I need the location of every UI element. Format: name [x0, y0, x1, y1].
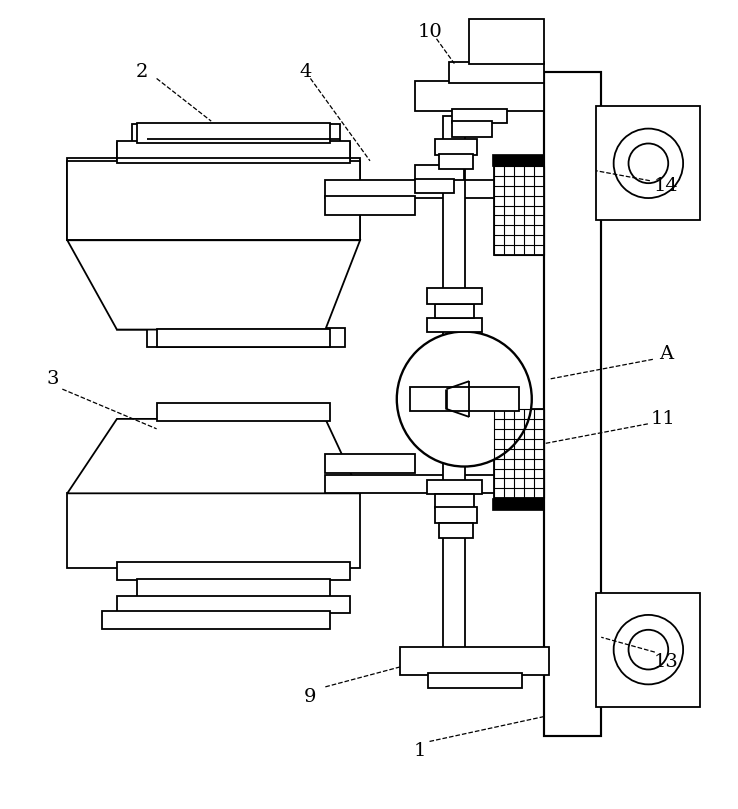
Bar — [452, 121, 492, 137]
Text: 4: 4 — [300, 62, 311, 81]
Bar — [596, 592, 700, 707]
Bar — [469, 19, 544, 64]
Bar — [415, 82, 544, 111]
Bar — [117, 595, 350, 613]
Bar — [427, 288, 482, 303]
Bar — [147, 328, 345, 347]
Bar — [132, 124, 340, 146]
Bar — [449, 61, 544, 83]
Bar — [435, 494, 475, 508]
Bar — [435, 139, 477, 155]
Bar — [427, 481, 482, 494]
Bar — [494, 409, 544, 498]
Bar — [67, 161, 360, 240]
Bar — [439, 523, 473, 538]
Text: 14: 14 — [653, 176, 678, 195]
Circle shape — [613, 615, 683, 684]
Bar — [435, 507, 477, 523]
Bar — [156, 403, 331, 421]
Bar — [102, 239, 325, 255]
Text: A: A — [659, 345, 673, 363]
Bar — [439, 154, 473, 169]
Bar — [444, 116, 465, 687]
Bar — [435, 303, 475, 318]
Bar — [117, 143, 350, 161]
Bar — [415, 165, 464, 180]
Circle shape — [613, 129, 683, 198]
Bar — [544, 71, 601, 736]
Bar — [102, 612, 331, 629]
Polygon shape — [67, 240, 360, 329]
Polygon shape — [102, 255, 325, 329]
Bar — [156, 328, 331, 347]
Bar — [427, 673, 522, 688]
Bar — [117, 141, 350, 163]
Bar — [427, 318, 482, 332]
Bar — [494, 166, 544, 255]
Bar — [67, 158, 360, 240]
Text: 9: 9 — [304, 688, 317, 705]
Circle shape — [397, 332, 532, 467]
Bar — [400, 647, 548, 675]
Bar — [325, 454, 415, 473]
Bar — [137, 123, 331, 143]
Bar — [137, 578, 331, 596]
Bar — [325, 196, 415, 215]
Bar — [325, 180, 504, 197]
Text: 1: 1 — [413, 743, 426, 760]
Bar — [492, 154, 544, 166]
Text: 2: 2 — [136, 62, 148, 81]
Circle shape — [629, 143, 668, 183]
Text: 10: 10 — [417, 23, 442, 40]
Bar — [492, 498, 544, 510]
Circle shape — [629, 629, 668, 670]
Text: 11: 11 — [650, 410, 675, 428]
Bar — [117, 143, 350, 161]
Bar — [596, 106, 700, 220]
Bar — [325, 476, 504, 493]
Polygon shape — [67, 419, 360, 493]
Bar — [410, 388, 519, 411]
Text: 3: 3 — [46, 371, 58, 388]
Bar — [117, 561, 350, 580]
Bar — [67, 493, 360, 568]
Bar — [452, 109, 507, 123]
Text: 13: 13 — [653, 653, 678, 671]
Bar — [415, 179, 455, 193]
